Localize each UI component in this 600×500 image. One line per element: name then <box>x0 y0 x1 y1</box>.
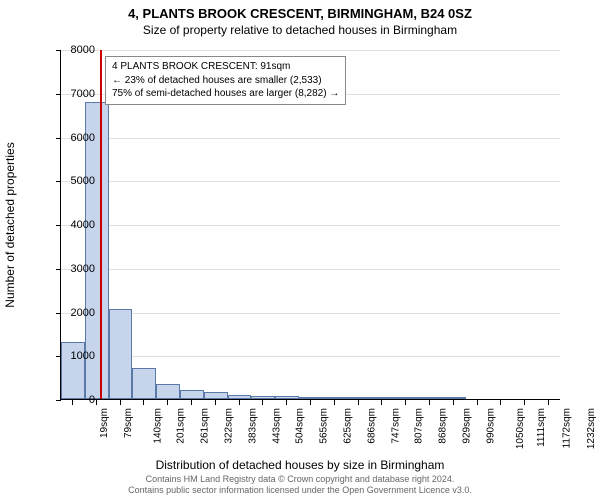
xtick-label: 747sqm <box>390 408 401 444</box>
xtick-label: 625sqm <box>343 408 354 444</box>
xtick-label: 565sqm <box>319 408 330 444</box>
ytick-label: 1000 <box>55 350 95 362</box>
xtick-mark <box>262 400 263 405</box>
xtick-label: 322sqm <box>224 408 235 444</box>
xtick-mark <box>215 400 216 405</box>
histogram-bar <box>394 397 418 399</box>
xtick-label: 140sqm <box>152 408 163 444</box>
gridline <box>61 181 560 182</box>
xtick-mark <box>477 400 478 405</box>
legend-box: 4 PLANTS BROOK CRESCENT: 91sqm ← 23% of … <box>105 56 346 105</box>
xtick-label: 868sqm <box>438 408 449 444</box>
y-axis-label: Number of detached properties <box>3 142 17 307</box>
x-axis-label: Distribution of detached houses by size … <box>0 458 600 472</box>
xtick-label: 1111sqm <box>536 408 547 447</box>
xtick-label: 19sqm <box>99 408 110 438</box>
chart-title: 4, PLANTS BROOK CRESCENT, BIRMINGHAM, B2… <box>0 0 600 21</box>
histogram-bar <box>347 397 371 399</box>
chart-subtitle: Size of property relative to detached ho… <box>0 21 600 37</box>
ytick-label: 0 <box>55 394 95 406</box>
ytick-label: 8000 <box>55 44 95 56</box>
footer-line-1: Contains HM Land Registry data © Crown c… <box>0 474 600 485</box>
histogram-bar <box>418 397 442 399</box>
xtick-mark <box>310 400 311 405</box>
histogram-bar <box>323 397 347 399</box>
xtick-mark <box>358 400 359 405</box>
gridline <box>61 50 560 51</box>
legend-line-3: 75% of semi-detached houses are larger (… <box>112 87 339 101</box>
legend-line-1: 4 PLANTS BROOK CRESCENT: 91sqm <box>112 60 339 74</box>
footer-line-2: Contains public sector information licen… <box>0 485 600 496</box>
xtick-label: 990sqm <box>485 408 496 444</box>
chart-container: 4, PLANTS BROOK CRESCENT, BIRMINGHAM, B2… <box>0 0 600 500</box>
xtick-label: 79sqm <box>123 408 134 438</box>
xtick-label: 443sqm <box>271 408 282 444</box>
xtick-mark <box>167 400 168 405</box>
xtick-mark <box>120 400 121 405</box>
xtick-label: 1050sqm <box>515 408 526 449</box>
xtick-mark <box>191 400 192 405</box>
xtick-mark <box>239 400 240 405</box>
ytick-label: 5000 <box>55 175 95 187</box>
gridline <box>61 356 560 357</box>
histogram-bar <box>204 392 228 399</box>
histogram-bar <box>109 309 133 399</box>
xtick-mark <box>143 400 144 405</box>
xtick-mark <box>286 400 287 405</box>
xtick-mark <box>334 400 335 405</box>
histogram-bar <box>251 396 275 400</box>
ytick-label: 7000 <box>55 88 95 100</box>
histogram-bar <box>371 397 395 399</box>
xtick-mark <box>429 400 430 405</box>
histogram-bar <box>442 397 466 399</box>
xtick-label: 383sqm <box>247 408 258 444</box>
property-marker-line <box>100 50 102 399</box>
gridline <box>61 313 560 314</box>
xtick-mark <box>524 400 525 405</box>
gridline <box>61 269 560 270</box>
xtick-mark <box>548 400 549 405</box>
gridline <box>61 225 560 226</box>
xtick-label: 504sqm <box>295 408 306 444</box>
histogram-bar <box>132 368 156 399</box>
ytick-label: 3000 <box>55 263 95 275</box>
xtick-mark <box>96 400 97 405</box>
xtick-mark <box>381 400 382 405</box>
xtick-label: 201sqm <box>176 408 187 444</box>
histogram-bar <box>275 396 299 399</box>
xtick-mark <box>72 400 73 405</box>
xtick-mark <box>500 400 501 405</box>
gridline <box>61 138 560 139</box>
xtick-label: 807sqm <box>414 408 425 444</box>
histogram-bar <box>228 395 252 399</box>
xtick-label: 1232sqm <box>586 408 597 449</box>
legend-line-2: ← 23% of detached houses are smaller (2,… <box>112 74 339 88</box>
histogram-bar <box>299 397 323 399</box>
xtick-label: 929sqm <box>462 408 473 444</box>
histogram-bar <box>180 390 204 399</box>
plot-area: 4 PLANTS BROOK CRESCENT: 91sqm ← 23% of … <box>60 50 560 400</box>
xtick-mark <box>453 400 454 405</box>
xtick-label: 261sqm <box>200 408 211 444</box>
ytick-label: 6000 <box>55 132 95 144</box>
xtick-label: 686sqm <box>366 408 377 444</box>
xtick-mark <box>405 400 406 405</box>
histogram-bar <box>156 384 180 399</box>
footer: Contains HM Land Registry data © Crown c… <box>0 474 600 500</box>
xtick-label: 1172sqm <box>562 408 573 448</box>
ytick-label: 4000 <box>55 219 95 231</box>
ytick-label: 2000 <box>55 307 95 319</box>
